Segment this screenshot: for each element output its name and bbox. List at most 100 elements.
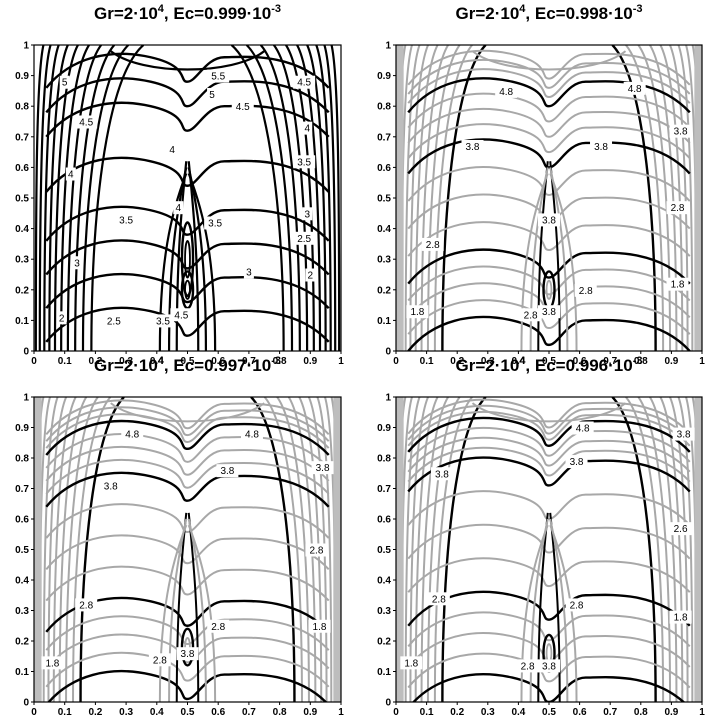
y-tick-label: 1 xyxy=(385,41,391,52)
contour-intermediate xyxy=(407,265,691,302)
y-tick-label: 0.2 xyxy=(15,637,29,648)
y-tick-label: 1 xyxy=(23,393,29,404)
contour-label-bg xyxy=(216,464,239,478)
contour-level-2-8 xyxy=(407,590,691,627)
y-tick-label: 0.3 xyxy=(15,606,29,617)
x-tick-label: 0.9 xyxy=(303,356,317,367)
contour-label-bg xyxy=(421,237,444,251)
y-tick-label: 0.8 xyxy=(377,454,391,465)
contour-label: 3.8 xyxy=(594,142,608,153)
wall-contour xyxy=(42,397,59,702)
contour-label: 3 xyxy=(304,209,310,220)
wall-contour xyxy=(649,397,678,702)
contour-label-bg xyxy=(99,479,122,493)
y-tick-label: 0 xyxy=(385,698,391,709)
y-tick-label: 0.5 xyxy=(377,545,391,556)
contour-label: 4.8 xyxy=(245,430,259,441)
contour-panel-2: Gr=2·104, Ec=0.998·10-34.8 4.83.8 3.83.83.… xyxy=(377,3,705,367)
wall-contour xyxy=(79,397,125,702)
contour-label: 4 xyxy=(304,124,310,135)
contour-label: 3.5 xyxy=(297,157,311,168)
wall-shading xyxy=(34,397,42,702)
contour-label-bg xyxy=(231,100,254,114)
contour-label-bg xyxy=(71,256,82,270)
contour-label: 4.8 xyxy=(576,424,590,435)
y-tick-label: 0.9 xyxy=(15,71,29,82)
contour-label: 2.6 xyxy=(674,524,688,535)
x-tick-label: 0.8 xyxy=(634,707,648,718)
y-tick-label: 0.1 xyxy=(377,667,391,678)
x-tick-label: 0.1 xyxy=(420,356,434,367)
title-gr-exp: 4 xyxy=(158,3,165,15)
wall-shading xyxy=(694,397,702,702)
contour-label: 4 xyxy=(68,170,74,181)
x-tick-label: 0.9 xyxy=(303,707,317,718)
top-cap-contour xyxy=(471,402,627,423)
wall-contour xyxy=(625,397,665,702)
x-tick-label: 0.4 xyxy=(150,707,164,718)
contour-label-bg xyxy=(151,314,174,328)
contour-label: 2.8 xyxy=(524,310,538,321)
contour-intermediate xyxy=(407,426,691,463)
contour-label-bg xyxy=(669,522,692,536)
contour-label-bg xyxy=(148,653,171,667)
contour-intermediate xyxy=(407,557,691,593)
wall-contour xyxy=(230,45,285,351)
x-tick-label: 0.5 xyxy=(542,356,556,367)
contour-label: 1.8 xyxy=(671,280,685,291)
x-tick-label: 0.3 xyxy=(481,356,495,367)
x-tick-label: 0.9 xyxy=(664,707,678,718)
x-tick-label: 0.1 xyxy=(420,707,434,718)
y-tick-label: 0.7 xyxy=(377,484,391,495)
wall-contour xyxy=(637,45,672,351)
contour-label-bg xyxy=(519,308,542,322)
contour-lines: 4.8 4.8 3.8 3.8 3.8 2.8 2.8 2.8 2.8 3.8 1.8 1.8 xyxy=(34,397,341,702)
contour-label-bg xyxy=(666,277,689,291)
y-tick-label: 0.2 xyxy=(377,285,391,296)
contour-intermediate xyxy=(45,651,330,688)
contour-label: 4.8 xyxy=(499,87,513,98)
contour-label: 4.5 xyxy=(297,78,311,89)
wall-contour xyxy=(677,45,694,351)
contour-label-bg xyxy=(207,619,230,633)
contour-level-2-5 xyxy=(45,272,330,309)
contour-intermediate xyxy=(407,611,691,648)
wall-contour xyxy=(90,45,145,351)
y-tick-label: 0 xyxy=(23,347,29,358)
y-tick-label: 0.6 xyxy=(377,515,391,526)
contour-intermediate xyxy=(45,445,330,482)
contour-label: 2.8 xyxy=(153,655,167,666)
x-tick-label: 0.8 xyxy=(273,707,287,718)
wall-contour xyxy=(245,45,294,351)
y-tick-label: 0.4 xyxy=(377,224,391,235)
wall-contour xyxy=(259,45,301,351)
x-tick-label: 0.7 xyxy=(603,356,617,367)
contour-intermediate xyxy=(45,534,330,571)
y-tick-label: 0.9 xyxy=(377,71,391,82)
contour-intermediate xyxy=(45,458,330,495)
wall-contour xyxy=(307,397,328,702)
top-cap-contour xyxy=(110,402,265,423)
wall-contour xyxy=(298,397,323,702)
wall-contour xyxy=(677,397,694,702)
wall-contour xyxy=(81,45,130,351)
x-tick-label: 0.2 xyxy=(88,356,102,367)
top-cap-contour xyxy=(471,50,627,71)
contour-label-bg xyxy=(623,81,646,95)
x-tick-label: 0 xyxy=(393,356,399,367)
contour-label-bg xyxy=(538,213,560,227)
contour-label: 1.8 xyxy=(313,622,327,633)
contour-level-3-8 xyxy=(407,456,691,493)
wall-contour xyxy=(426,397,461,702)
contour-label-bg xyxy=(565,598,588,612)
title-ec-exp: -3 xyxy=(271,3,281,15)
contour-label-bg xyxy=(430,467,453,481)
y-tick-label: 0.7 xyxy=(377,132,391,143)
wall-contour xyxy=(65,397,99,702)
plume-contour xyxy=(158,524,188,702)
x-tick-label: 0.3 xyxy=(481,707,495,718)
contour-label-bg xyxy=(669,124,692,138)
wall-contour xyxy=(43,45,60,351)
y-tick-label: 0.1 xyxy=(15,667,29,678)
y-tick-label: 0.5 xyxy=(15,194,29,205)
